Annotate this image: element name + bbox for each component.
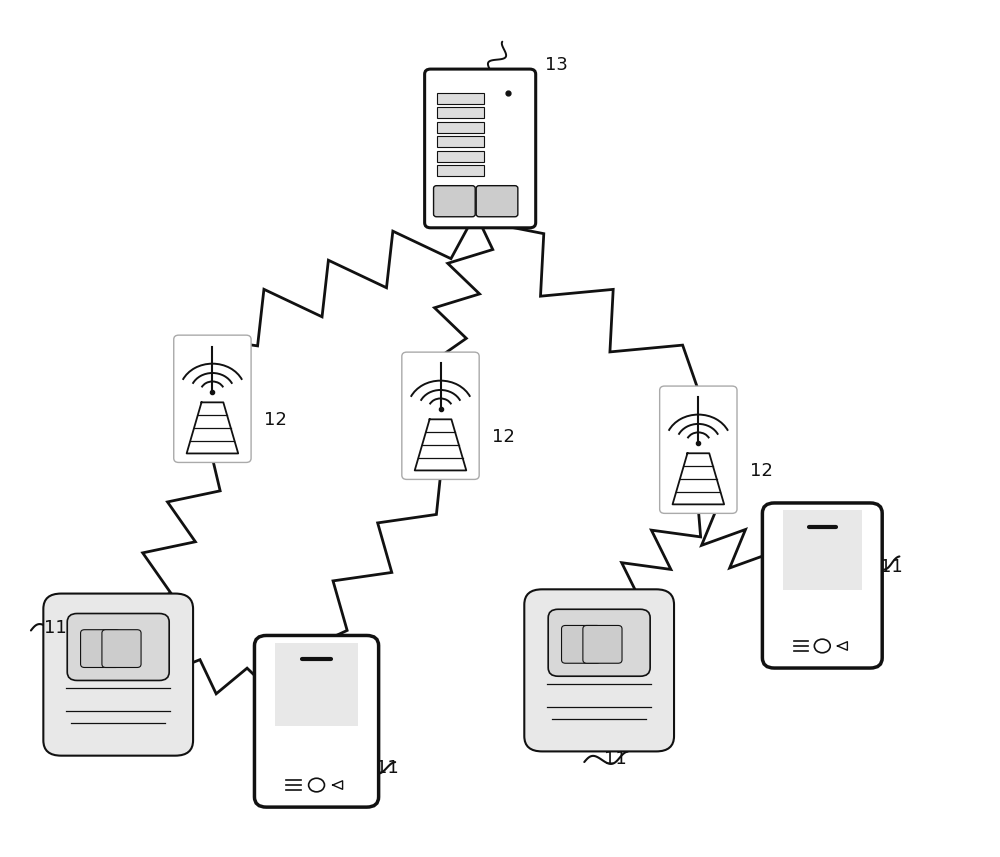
Text: 11: 11 [376, 759, 399, 777]
Polygon shape [187, 402, 238, 453]
FancyBboxPatch shape [174, 335, 251, 463]
Bar [275, 643, 358, 726]
FancyBboxPatch shape [43, 594, 193, 756]
FancyBboxPatch shape [67, 614, 169, 680]
FancyBboxPatch shape [762, 503, 882, 668]
Bar [437, 122, 484, 133]
FancyBboxPatch shape [425, 69, 536, 228]
Text: 11: 11 [880, 558, 903, 576]
FancyBboxPatch shape [660, 386, 737, 513]
Bar [437, 107, 484, 118]
Bar [437, 136, 484, 147]
Circle shape [814, 639, 830, 653]
FancyBboxPatch shape [402, 352, 479, 479]
Bar [437, 93, 484, 104]
FancyBboxPatch shape [254, 636, 379, 807]
Text: 11: 11 [604, 751, 627, 769]
Text: 12: 12 [750, 462, 773, 480]
FancyBboxPatch shape [476, 186, 518, 217]
Bar [437, 165, 484, 176]
Text: 13: 13 [545, 57, 567, 75]
FancyBboxPatch shape [434, 186, 475, 217]
Text: 12: 12 [492, 428, 515, 446]
Text: 12: 12 [264, 411, 287, 429]
Bar [437, 151, 484, 162]
FancyBboxPatch shape [583, 626, 622, 663]
FancyBboxPatch shape [562, 626, 601, 663]
FancyBboxPatch shape [102, 630, 141, 668]
Polygon shape [673, 453, 724, 505]
FancyBboxPatch shape [81, 630, 120, 668]
FancyBboxPatch shape [548, 609, 650, 676]
Bar [783, 510, 862, 590]
FancyBboxPatch shape [524, 590, 674, 752]
Text: 11: 11 [44, 619, 67, 637]
Polygon shape [415, 419, 466, 470]
Circle shape [309, 778, 324, 792]
